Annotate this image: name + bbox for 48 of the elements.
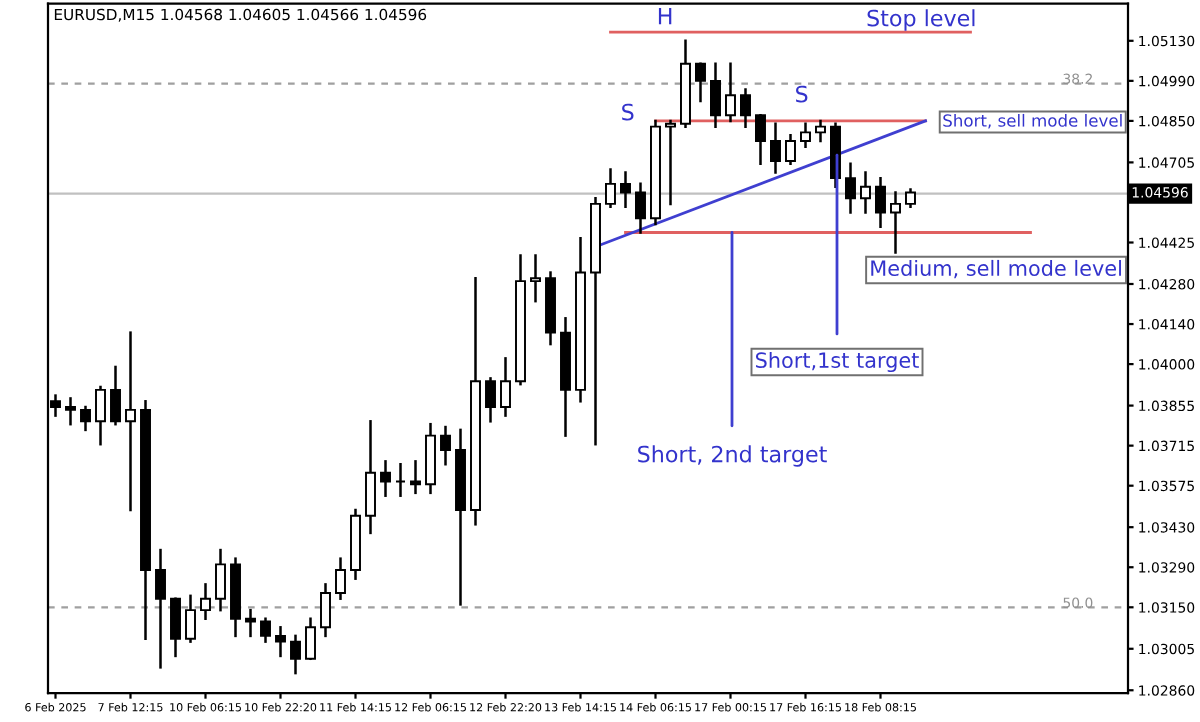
annotation: Short, sell mode level: [943, 113, 1122, 129]
candlestick: [530, 254, 541, 303]
candlestick: [215, 548, 226, 612]
candlestick: [605, 168, 616, 208]
candlestick: [710, 62, 721, 128]
candlestick: [695, 62, 706, 103]
candlestick: [320, 583, 331, 638]
candlestick: [755, 113, 766, 166]
candlestick: [245, 608, 256, 638]
candlestick: [440, 425, 451, 466]
candlestick: [860, 171, 871, 214]
annotation: S: [796, 85, 808, 103]
candlestick: [185, 594, 196, 643]
candlestick: [785, 133, 796, 166]
candlestick: [110, 365, 121, 426]
candlestick: [485, 377, 496, 423]
annotation: Short, 2nd target: [638, 445, 827, 467]
candlestick: [725, 62, 736, 123]
candlestick: [305, 617, 316, 661]
candlestick: [170, 597, 181, 658]
candlestick: [500, 357, 511, 417]
candlestick: [260, 617, 271, 643]
annotation: H: [658, 7, 672, 25]
candlestick: [275, 626, 286, 658]
candlestick: [80, 405, 91, 432]
candlestick: [65, 397, 76, 426]
candlestick: [365, 420, 376, 535]
candlestick: [380, 460, 391, 497]
candlestick: [800, 122, 811, 148]
candlestick: [815, 119, 826, 143]
candlestick: [665, 119, 676, 206]
candlestick: [200, 583, 211, 620]
candlestick: [155, 548, 166, 669]
candlestick: [845, 162, 856, 214]
candlestick: [290, 634, 301, 675]
candlestick: [770, 122, 781, 174]
candlestick: [410, 460, 421, 495]
candlestick: [875, 176, 886, 229]
candlestick: [620, 171, 631, 208]
candlestick: [635, 182, 646, 234]
candlestick: [125, 331, 136, 512]
candlestick: [95, 385, 106, 446]
candlestick: [335, 557, 346, 600]
candlestick: [740, 88, 751, 128]
annotation: S: [622, 103, 634, 121]
annotation: Short,1st target: [755, 351, 919, 373]
annotation: Stop level: [867, 9, 975, 31]
annotation: Medium, sell mode level: [871, 259, 1121, 279]
